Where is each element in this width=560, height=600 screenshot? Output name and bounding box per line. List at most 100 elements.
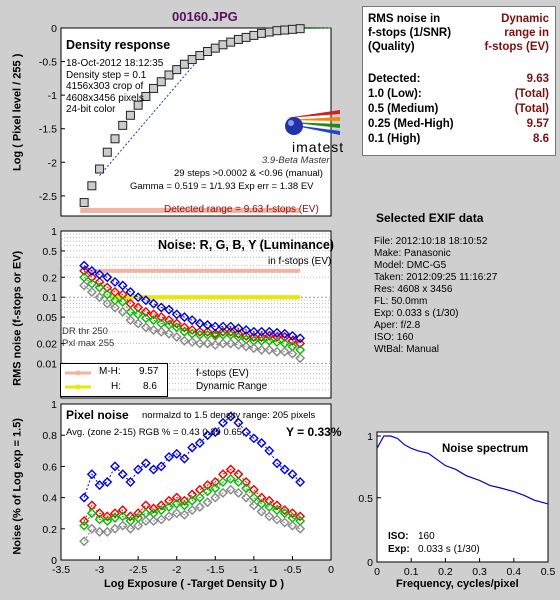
noise-point bbox=[256, 344, 267, 355]
pixel-point bbox=[248, 500, 259, 511]
exif-row: File: 2012:10:18 18:10:52 bbox=[374, 236, 488, 247]
detected-range-bar bbox=[80, 207, 301, 213]
y-tick-label: 1 bbox=[51, 399, 57, 411]
pixel-point bbox=[110, 523, 120, 534]
exif-row: Make: Panasonic bbox=[374, 248, 451, 259]
noise-point bbox=[264, 335, 275, 346]
pixel-point bbox=[140, 458, 151, 469]
imatest-logo-text: imatest bbox=[292, 139, 345, 155]
density-point bbox=[280, 25, 290, 35]
pxl-max-text: Pxl max 255 bbox=[62, 338, 115, 349]
dr-row-value: 8.6 bbox=[533, 133, 549, 145]
pixel-point bbox=[156, 514, 167, 525]
noise-point bbox=[156, 312, 167, 323]
noise-point bbox=[94, 292, 105, 303]
noise-point bbox=[187, 315, 198, 326]
dr-table-panel: RMS noise in f-stops (1/SNR) (Quality) D… bbox=[362, 6, 556, 156]
pixel-point bbox=[133, 508, 144, 519]
noise-point bbox=[102, 282, 113, 293]
y-tick-label: -0.5 bbox=[39, 57, 57, 69]
pixel-point bbox=[194, 501, 205, 512]
density-point bbox=[149, 83, 159, 93]
pixel-point bbox=[279, 505, 290, 516]
dr-line-h bbox=[111, 295, 301, 300]
legend-fstops-text: f-stops (EV) bbox=[196, 368, 249, 379]
pixel-point bbox=[102, 516, 113, 526]
pixel-point bbox=[233, 477, 244, 487]
density-point bbox=[249, 30, 259, 40]
pixel-point bbox=[233, 417, 244, 428]
exif-row: Res: 4608 x 3456 bbox=[374, 284, 453, 295]
noise-point bbox=[140, 295, 151, 306]
noise-point bbox=[110, 276, 120, 287]
exif-row: ISO: 160 bbox=[374, 332, 414, 343]
density-point bbox=[210, 43, 220, 53]
noise-point bbox=[264, 344, 275, 355]
noise-point bbox=[264, 330, 275, 341]
x-tick-label: 0.5 bbox=[541, 566, 556, 578]
dr-header-right-2: range in bbox=[504, 27, 549, 39]
x-tick-label: -0.5 bbox=[283, 564, 301, 576]
y-tick-label: 1 bbox=[51, 226, 57, 238]
pixel-point bbox=[295, 477, 306, 487]
spectrum-exp-value: 0.033 s (1/30) bbox=[418, 544, 480, 555]
noise-point bbox=[264, 326, 275, 337]
pixel-point bbox=[202, 497, 213, 508]
noise-point bbox=[295, 338, 306, 349]
pixel-point bbox=[256, 492, 267, 503]
pixel-point bbox=[117, 469, 128, 480]
pixel-point bbox=[287, 520, 298, 531]
pixel-point bbox=[79, 536, 90, 547]
exif-row: Model: DMC-G5 bbox=[374, 260, 447, 271]
pixel-point bbox=[164, 495, 174, 506]
steps-text: 29 steps >0.0002 & <0.96 (manual) bbox=[174, 168, 323, 179]
pixel-point bbox=[287, 469, 298, 480]
pixel-point bbox=[218, 477, 228, 487]
dr-row-value: 9.63 bbox=[526, 73, 549, 85]
noise-point bbox=[117, 296, 128, 307]
noise-point bbox=[94, 276, 105, 287]
density-point bbox=[79, 198, 89, 208]
pixel-point bbox=[117, 505, 128, 516]
pixel-point bbox=[102, 511, 113, 522]
noise-point bbox=[256, 335, 267, 346]
dr-legend: M-H: 9.57 H: 8.6 bbox=[60, 363, 168, 397]
y-tick-label: -2.5 bbox=[39, 191, 57, 203]
noise-point bbox=[233, 339, 244, 350]
pixel-point bbox=[256, 506, 267, 517]
noise-point bbox=[164, 315, 174, 326]
spectrum-exp-label: Exp: bbox=[388, 544, 410, 555]
noise-point bbox=[133, 292, 144, 303]
density-point bbox=[226, 37, 236, 47]
exif-row: WtBal: Manual bbox=[374, 344, 440, 355]
noise-point bbox=[148, 315, 159, 326]
info-line: 4156x303 crop of bbox=[66, 81, 144, 92]
noise-point bbox=[194, 326, 205, 337]
pixel-point bbox=[171, 498, 182, 509]
legend-mh-value: 9.57 bbox=[139, 366, 159, 377]
density-point bbox=[172, 65, 182, 75]
y-tick-label: 0.5 bbox=[42, 246, 57, 258]
pixel-norm-text: normalzd to 1.5 density range: 205 pixel… bbox=[142, 410, 316, 421]
noise-point bbox=[218, 326, 228, 337]
noise-point bbox=[272, 346, 282, 357]
x-tick-label: -1.5 bbox=[206, 564, 224, 576]
density-point bbox=[87, 181, 97, 191]
pixel-point bbox=[125, 511, 136, 522]
pixel-point bbox=[86, 523, 97, 534]
density-point bbox=[179, 59, 189, 69]
dr-thr-text: DR thr 250 bbox=[62, 326, 108, 337]
noise-point bbox=[125, 315, 136, 326]
imatest-logo-icon bbox=[280, 108, 344, 152]
pixel-point bbox=[110, 512, 120, 523]
noise-point bbox=[117, 280, 128, 291]
x-tick-label: -1 bbox=[249, 564, 258, 576]
density-point bbox=[272, 26, 282, 36]
pixel-point bbox=[125, 523, 136, 534]
pixel-point bbox=[164, 501, 174, 512]
density-point bbox=[203, 47, 213, 56]
noise-point bbox=[133, 302, 144, 313]
noise-point bbox=[218, 338, 228, 349]
dr-header-left-1: RMS noise in bbox=[368, 13, 441, 25]
y-tick-label: 0 bbox=[51, 23, 57, 35]
